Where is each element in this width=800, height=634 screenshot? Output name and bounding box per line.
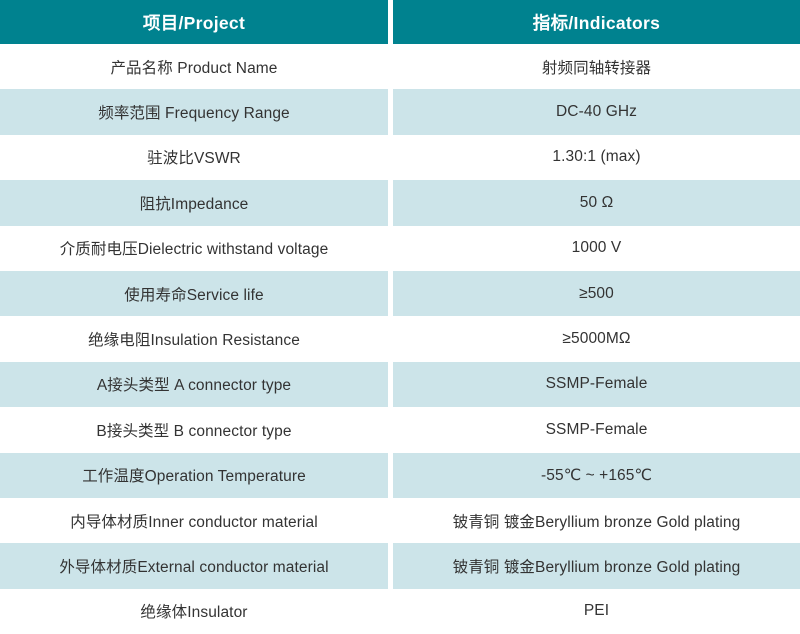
row-value-cell: ≥500 [393, 270, 800, 317]
row-value-cell: DC-40 GHz [393, 89, 800, 135]
column-divider [388, 270, 393, 317]
row-label-cell: 驻波比VSWR [0, 134, 388, 181]
row-label-cell: 绝缘体Insulator [0, 588, 388, 634]
table-row: 产品名称 Product Name 射频同轴转接器 [0, 44, 800, 90]
row-value-cell: PEI [393, 588, 800, 634]
column-divider [388, 452, 393, 498]
table-header-row: 项目/Project 指标/Indicators [0, 0, 800, 44]
table-row: 工作温度Operation Temperature -55℃ ~ +165℃ [0, 452, 800, 498]
table-row: 内导体材质Inner conductor material 铍青铜 镀金Bery… [0, 497, 800, 544]
row-label-cell: 使用寿命Service life [0, 270, 388, 317]
row-label-cell: 产品名称 Product Name [0, 44, 388, 90]
row-value-cell: -55℃ ~ +165℃ [393, 452, 800, 498]
row-value-cell: SSMP-Female [393, 361, 800, 408]
row-value-cell: 1.30:1 (max) [393, 134, 800, 181]
table-row: A接头类型 A connector type SSMP-Female [0, 361, 800, 408]
table-row: 驻波比VSWR 1.30:1 (max) [0, 134, 800, 181]
row-label-cell: 内导体材质Inner conductor material [0, 497, 388, 544]
column-divider [388, 225, 393, 271]
column-divider [388, 407, 393, 453]
table-row: 绝缘体Insulator PEI [0, 588, 800, 634]
column-divider [388, 180, 393, 226]
row-value-cell: 50 Ω [393, 180, 800, 226]
table-row: 外导体材质External conductor material 铍青铜 镀金B… [0, 543, 800, 589]
column-divider [388, 89, 393, 135]
column-divider [388, 361, 393, 408]
column-divider [388, 316, 393, 362]
row-value-cell: 1000 V [393, 225, 800, 271]
table-row: 介质耐电压Dielectric withstand voltage 1000 V [0, 225, 800, 271]
column-divider [388, 134, 393, 181]
table-row: B接头类型 B connector type SSMP-Female [0, 407, 800, 453]
table-row: 阻抗Impedance 50 Ω [0, 180, 800, 226]
row-value-cell: SSMP-Female [393, 407, 800, 453]
column-divider [388, 0, 393, 44]
column-divider [388, 543, 393, 589]
row-value-cell: 铍青铜 镀金Beryllium bronze Gold plating [393, 543, 800, 589]
row-label-cell: B接头类型 B connector type [0, 407, 388, 453]
row-label-cell: 绝缘电阻Insulation Resistance [0, 316, 388, 362]
row-value-cell: 射频同轴转接器 [393, 44, 800, 90]
row-value-cell: ≥5000MΩ [393, 316, 800, 362]
row-label-cell: A接头类型 A connector type [0, 361, 388, 408]
row-label-cell: 外导体材质External conductor material [0, 543, 388, 589]
row-value-cell: 铍青铜 镀金Beryllium bronze Gold plating [393, 497, 800, 544]
column-divider [388, 588, 393, 634]
header-cell-project: 项目/Project [0, 0, 388, 44]
row-label-cell: 阻抗Impedance [0, 180, 388, 226]
column-divider [388, 44, 393, 90]
table-row: 绝缘电阻Insulation Resistance ≥5000MΩ [0, 316, 800, 362]
header-cell-indicators: 指标/Indicators [393, 0, 800, 44]
row-label-cell: 介质耐电压Dielectric withstand voltage [0, 225, 388, 271]
row-label-cell: 频率范围 Frequency Range [0, 89, 388, 135]
column-divider [388, 497, 393, 544]
row-label-cell: 工作温度Operation Temperature [0, 452, 388, 498]
table-row: 频率范围 Frequency Range DC-40 GHz [0, 89, 800, 135]
table-row: 使用寿命Service life ≥500 [0, 270, 800, 317]
